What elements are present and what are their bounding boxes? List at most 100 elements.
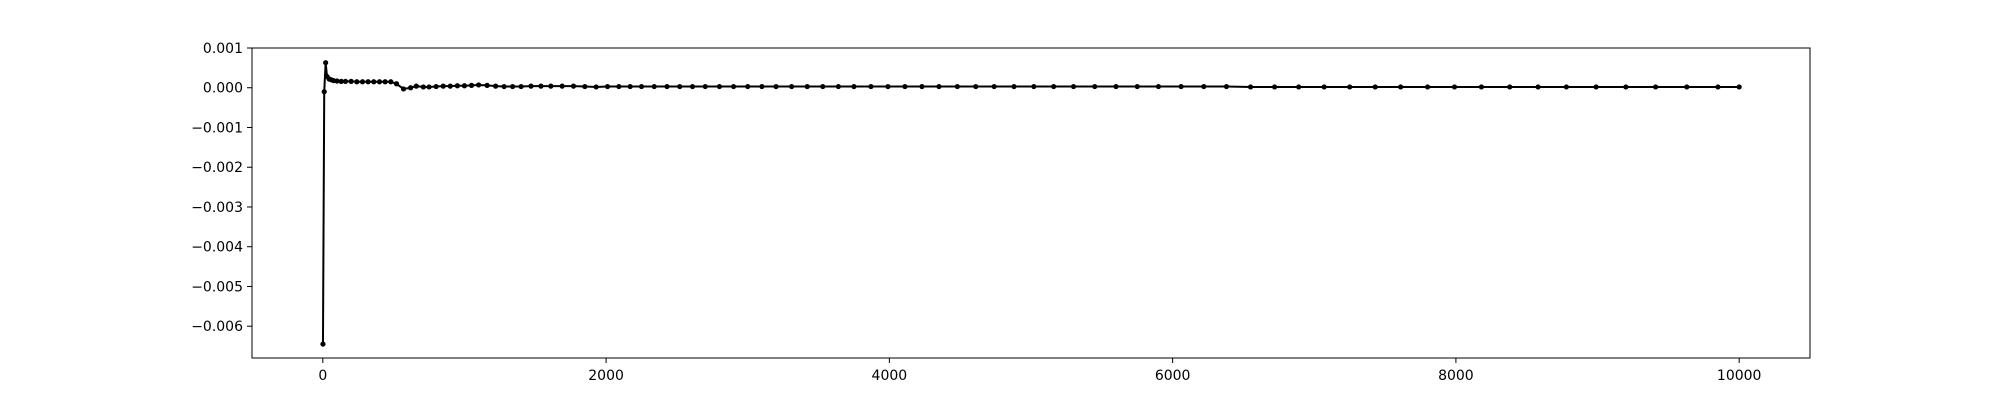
data-point: [973, 83, 979, 90]
data-point: [393, 81, 400, 87]
data-point: [371, 79, 377, 85]
series-line-0: [321, 61, 1740, 345]
data-point: [342, 78, 349, 84]
data-point: [1478, 84, 1484, 90]
data-point: [1011, 83, 1017, 90]
data-point: [1051, 83, 1057, 90]
data-point: [1653, 84, 1659, 90]
data-point: [1593, 84, 1599, 90]
data-point: [559, 83, 565, 89]
y-tick-label: −0.001: [191, 120, 243, 136]
data-point: [320, 341, 326, 347]
data-point: [759, 83, 765, 90]
data-point: [885, 83, 891, 90]
data-point: [408, 85, 414, 91]
data-point: [702, 83, 708, 90]
data-point: [400, 86, 407, 92]
data-point: [1372, 84, 1378, 90]
x-tick-label: 4000: [872, 368, 908, 384]
data-point: [440, 83, 446, 89]
data-point: [804, 83, 810, 90]
data-point: [433, 83, 439, 90]
data-point: [851, 83, 857, 90]
data-point: [501, 83, 507, 90]
data-point: [538, 83, 544, 89]
data-point: [484, 82, 490, 88]
data-point: [376, 79, 383, 85]
data-point: [651, 83, 657, 90]
data-point: [1424, 84, 1431, 90]
data-point: [1070, 83, 1077, 90]
data-point: [582, 83, 588, 90]
data-point: [348, 78, 354, 84]
data-point: [689, 83, 696, 90]
data-point: [570, 83, 577, 89]
data-point: [638, 83, 645, 90]
data-point: [1031, 83, 1037, 90]
data-point: [1092, 83, 1098, 90]
data-point: [902, 83, 908, 90]
data-point: [1247, 84, 1254, 90]
data-point: [510, 83, 516, 90]
y-axis-ticks: 0.001 0.000 −0.001 −0.002 −0.003 −0.004 −0.005…: [191, 41, 252, 335]
data-point: [1715, 84, 1721, 90]
data-point: [334, 78, 340, 84]
y-tick-label: −0.005: [191, 279, 243, 295]
data-point: [1296, 84, 1302, 90]
data-point: [454, 83, 460, 89]
data-point: [604, 83, 611, 90]
data-point: [789, 83, 795, 90]
data-point: [461, 83, 468, 89]
data-point: [1272, 84, 1278, 90]
data-point: [716, 83, 723, 90]
data-point: [1223, 83, 1230, 90]
data-point: [616, 83, 622, 90]
data-point: [1451, 84, 1458, 90]
data-point: [1563, 84, 1569, 90]
data-point: [468, 82, 475, 88]
data-point: [447, 83, 453, 89]
x-tick-label: 6000: [1155, 368, 1191, 384]
data-point: [664, 83, 670, 90]
x-tick-label: 8000: [1438, 368, 1474, 384]
data-point: [1178, 83, 1184, 90]
y-tick-label: −0.006: [191, 319, 243, 335]
data-point: [1347, 84, 1353, 90]
data-point: [528, 83, 534, 89]
data-point: [677, 83, 683, 90]
series-layer: [320, 60, 1742, 347]
data-point: [426, 84, 432, 90]
y-tick-label: 0.001: [203, 41, 243, 57]
data-point: [1507, 84, 1513, 90]
data-point: [1134, 83, 1140, 90]
x-tick-label: 2000: [588, 368, 624, 384]
data-point: [954, 83, 960, 90]
data-point: [1535, 84, 1541, 90]
data-point: [627, 83, 633, 90]
data-point: [820, 83, 826, 90]
data-point: [338, 78, 344, 84]
data-point: [359, 79, 366, 85]
data-point: [493, 83, 499, 89]
x-tick-label: 10000: [1717, 368, 1762, 384]
data-point: [1201, 83, 1207, 90]
data-point: [365, 79, 371, 85]
data-point: [868, 83, 874, 90]
data-point: [919, 83, 925, 90]
data-point: [991, 83, 997, 90]
data-point: [1321, 84, 1327, 90]
data-point: [1736, 84, 1742, 90]
data-point: [835, 83, 841, 90]
x-axis-ticks: 0 2000 4000 6000 8000 10000: [318, 358, 1761, 384]
data-point: [1113, 83, 1119, 90]
x-tick-label: 0: [318, 368, 327, 384]
plot-frame: [251, 47, 1811, 359]
data-point: [745, 83, 751, 90]
data-point: [354, 79, 360, 85]
data-point: [518, 83, 524, 90]
data-point: [388, 79, 394, 85]
data-point: [382, 79, 388, 85]
